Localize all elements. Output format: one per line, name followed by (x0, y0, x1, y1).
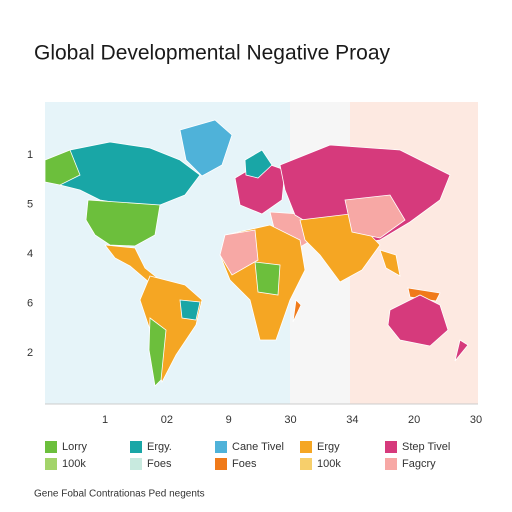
x-label: 9 (226, 414, 232, 426)
x-labels: 1 02 9 30 34 20 30 (102, 414, 482, 426)
y-label: 4 (27, 248, 33, 260)
legend-label: 100k (317, 458, 341, 470)
legend-label: Step Tivel (402, 441, 450, 453)
legend-label: Foes (232, 458, 257, 470)
y-labels: 1 5 4 6 2 (27, 149, 33, 359)
legend-swatch (385, 441, 397, 453)
se-asia (379, 249, 401, 277)
title: Global Developmental Negative Proay (34, 42, 391, 65)
y-label: 5 (27, 198, 33, 210)
alaska (44, 149, 81, 186)
legend: Lorry Ergy. Cane Tivel Ergy Step Tivel 100k Fo… (45, 441, 450, 470)
china (344, 194, 406, 239)
y-label: 6 (27, 297, 33, 309)
madagascar (292, 299, 302, 323)
australia (387, 294, 449, 347)
legend-swatch (215, 458, 227, 470)
canada (44, 141, 201, 206)
y-label: 2 (27, 347, 33, 359)
legend-label: Foes (147, 458, 172, 470)
legend-label: Ergy (317, 441, 340, 453)
legend-swatch (45, 458, 57, 470)
legend-label: Lorry (62, 441, 88, 453)
footer: Gene Fobal Contrationas Ped negents (34, 489, 205, 500)
legend-swatch (130, 441, 142, 453)
legend-swatch (45, 441, 57, 453)
legend-swatch (300, 441, 312, 453)
x-label: 1 (102, 414, 108, 426)
africa-west (219, 229, 259, 276)
y-label: 1 (27, 149, 33, 161)
brazil-east (179, 299, 201, 321)
legend-label: 100k (62, 458, 86, 470)
europe-north (244, 149, 273, 179)
world-map (44, 119, 469, 387)
x-label: 30 (284, 414, 296, 426)
usa (85, 199, 161, 247)
legend-swatch (215, 441, 227, 453)
south-america-west (148, 317, 167, 387)
greenland (179, 119, 233, 177)
legend-label: Cane Tivel (232, 441, 284, 453)
x-label: 30 (470, 414, 482, 426)
legend-label: Fagcry (402, 458, 436, 470)
legend-swatch (130, 458, 142, 470)
legend-swatch (385, 458, 397, 470)
africa-central (254, 261, 281, 296)
new-zealand (454, 339, 469, 362)
legend-swatch (300, 458, 312, 470)
x-label: 20 (408, 414, 420, 426)
x-label: 34 (346, 414, 358, 426)
x-label: 02 (161, 414, 173, 426)
legend-label: Ergy. (147, 441, 172, 453)
